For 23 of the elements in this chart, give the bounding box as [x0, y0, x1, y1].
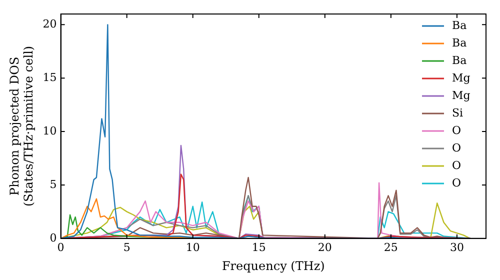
x-tick-label: 30: [450, 240, 464, 254]
legend-label: O: [452, 158, 462, 172]
y-tick-label: 20: [42, 18, 57, 31]
y-tick-label: 5: [50, 178, 57, 191]
x-axis-title: Frequency (THz): [222, 258, 325, 273]
x-tick-label: 15: [252, 240, 266, 254]
y-tick-label: 0: [50, 231, 57, 244]
legend-label: O: [452, 124, 462, 137]
x-tick-label: 25: [384, 240, 398, 254]
legend-label: O: [452, 176, 462, 190]
legend-label: Mg: [452, 71, 470, 84]
legend-label: Ba: [452, 54, 468, 67]
y-tick-label: 15: [42, 70, 57, 84]
x-tick-label: 20: [318, 240, 332, 254]
legend-label: Ba: [452, 36, 468, 50]
y-tick-label: 10: [42, 124, 57, 138]
legend-label: Mg: [452, 88, 470, 102]
legend-label: O: [452, 141, 462, 154]
legend-label: Si: [452, 106, 464, 120]
x-tick-label: 10: [186, 240, 200, 254]
legend-label: Ba: [452, 18, 468, 32]
x-tick-label: 5: [123, 240, 130, 254]
y-axis-title: Phonon projected DOS (States/THz·primitive cell): [7, 46, 36, 207]
